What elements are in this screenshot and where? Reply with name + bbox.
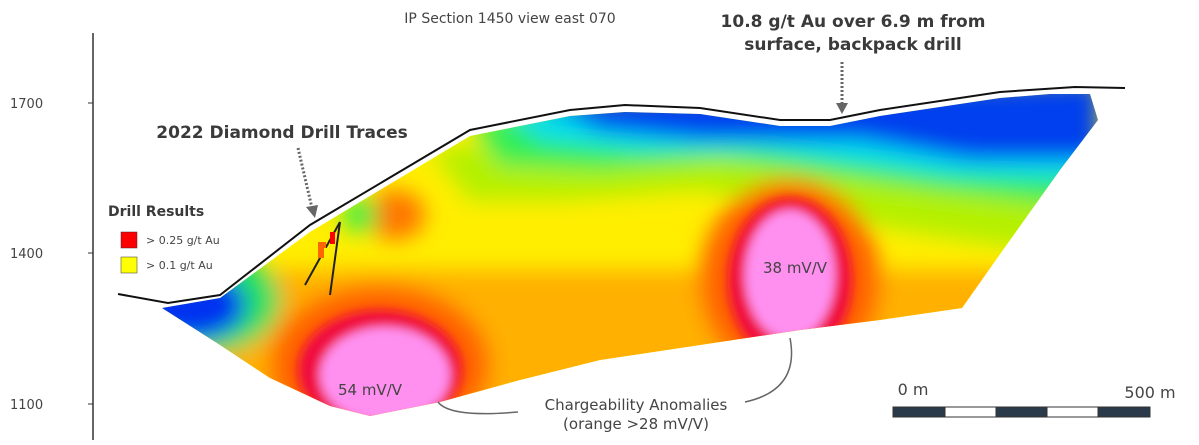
callout-arrow [298, 148, 312, 208]
legend-label: > 0.25 g/t Au [146, 234, 220, 247]
note-text: (orange >28 mV/V) [563, 415, 709, 433]
callout-text: 2022 Diamond Drill Traces [156, 123, 407, 143]
note-text: Chargeability Anomalies [545, 396, 728, 414]
leader-line [745, 338, 792, 402]
scale-label: 0 m [898, 380, 929, 399]
anomaly-label: 38 mV/V [763, 259, 828, 277]
title: IP Section 1450 view east 070 [404, 11, 615, 27]
arrow-head [306, 205, 318, 218]
legend-swatch [121, 232, 137, 248]
arrow-head [836, 103, 848, 114]
leader-line [438, 402, 518, 414]
elevation-label: 1100 [10, 398, 43, 413]
legend-title: Drill Results [108, 204, 204, 220]
elevation-label: 1700 [10, 97, 43, 112]
anomaly-label: 54 mV/V [338, 381, 403, 399]
scale-bar [893, 407, 1150, 417]
legend-swatch [121, 257, 137, 273]
elevation-label: 1400 [10, 247, 43, 262]
scale-label: 500 m [1124, 383, 1175, 402]
callout-text: 10.8 g/t Au over 6.9 m from [721, 12, 986, 32]
callout-text: surface, backpack drill [744, 35, 961, 55]
legend-label: > 0.1 g/t Au [146, 259, 213, 272]
section-diagram: 1700 1400 1100 IP Section 1450 view east… [0, 0, 1199, 445]
